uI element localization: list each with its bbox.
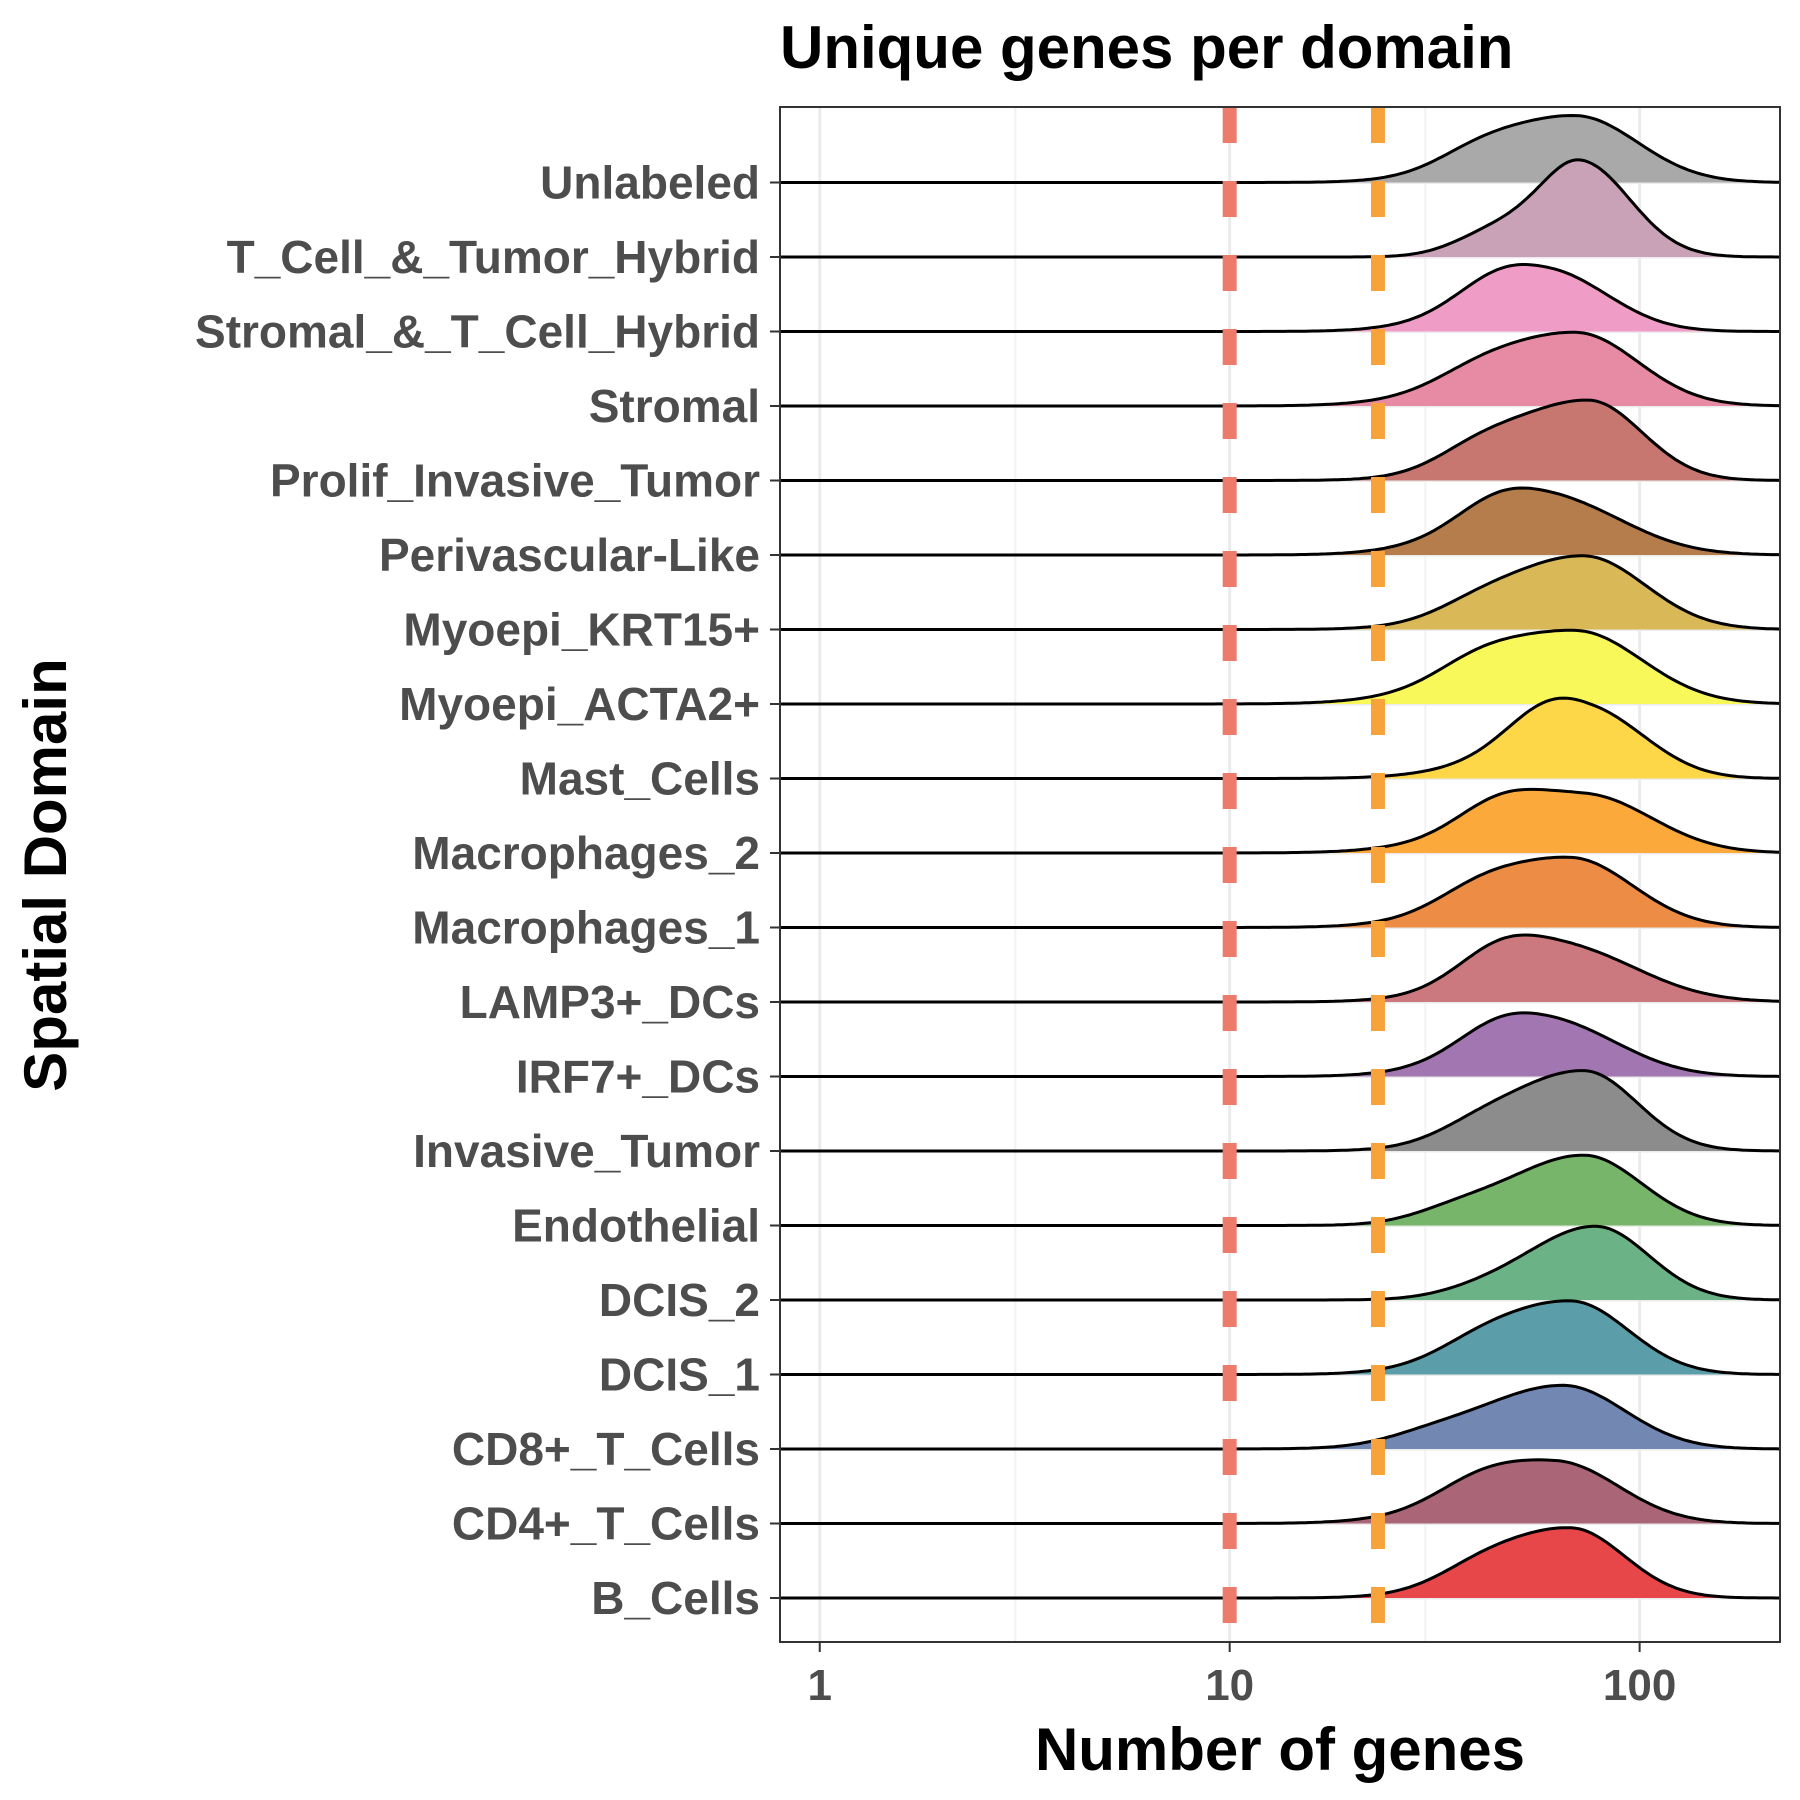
ridge-outline — [780, 855, 1781, 929]
y-axis-title: Spatial Domain — [12, 658, 79, 1091]
ridge-dcis-2 — [780, 1224, 1780, 1302]
ridge-fill — [780, 159, 1780, 257]
ridge-outline — [780, 1011, 1781, 1078]
ridge-cd8-t-cells — [780, 1383, 1781, 1451]
ridge-outline — [780, 787, 1781, 855]
x-axis-title: Number of genes — [1035, 1716, 1525, 1783]
ridge-t-cell-tumor-hybrid — [780, 158, 1780, 259]
ridge-b-cells — [780, 1526, 1780, 1600]
ridge-outline — [780, 1526, 1780, 1600]
ridge-myoepi-acta2- — [780, 628, 1781, 706]
ridge-macrophages-2 — [780, 787, 1781, 855]
y-tick-label: Perivascular-Like — [379, 529, 760, 581]
ridge-stromal — [780, 330, 1781, 408]
ridge-fill — [780, 115, 1780, 183]
plot-panel-border — [779, 106, 1781, 1643]
ridges — [780, 113, 1781, 1600]
ridge-fill — [780, 1527, 1780, 1598]
ridge-invasive-tumor — [780, 1069, 1780, 1153]
ridge-prolif-invasive-tumor — [780, 398, 1781, 482]
ridge-fill — [780, 1385, 1780, 1449]
x-axis: 1 10 100 — [807, 1642, 1676, 1710]
y-tick-label: Endothelial — [512, 1200, 760, 1252]
ridge-fill — [780, 935, 1780, 1002]
ridge-fill — [780, 1300, 1780, 1375]
y-tick-label: Macrophages_1 — [412, 902, 760, 954]
ridge-fill — [780, 1070, 1780, 1151]
ridge-outline — [780, 1069, 1780, 1153]
ridge-outline — [780, 158, 1780, 259]
ridge-outline — [780, 554, 1781, 631]
ridge-outline — [780, 1224, 1780, 1302]
reference-lines — [1222, 107, 1385, 1642]
y-tick-label: CD8+_T_Cells — [452, 1423, 760, 1475]
ridge-outline — [780, 113, 1780, 184]
ridge-fill — [780, 1012, 1780, 1077]
y-tick-label: Invasive_Tumor — [413, 1125, 760, 1177]
ridge-fill — [780, 1459, 1780, 1524]
ridge-fill — [780, 1155, 1780, 1226]
ridge-outline — [780, 263, 1780, 333]
ridge-fill — [780, 264, 1780, 332]
ridge-fill — [780, 332, 1780, 406]
ridge-dcis-1 — [780, 1299, 1780, 1376]
ridge-outline — [780, 933, 1781, 1004]
y-tick-label: Stromal_&_T_Cell_Hybrid — [195, 306, 760, 358]
y-tick-label: IRF7+_DCs — [516, 1051, 760, 1103]
ridge-unlabeled — [780, 113, 1780, 184]
ridge-fill — [780, 555, 1780, 630]
ridge-outline — [780, 696, 1780, 780]
ridge-outline — [780, 1299, 1780, 1376]
ridge-lamp3-dcs — [780, 933, 1781, 1004]
x-tick-label: 100 — [1603, 1661, 1676, 1710]
y-tick-label: CD4+_T_Cells — [452, 1498, 760, 1550]
ridge-fill — [780, 400, 1780, 481]
ridge-outline — [780, 1153, 1781, 1227]
y-tick-label: T_Cell_&_Tumor_Hybrid — [227, 231, 760, 283]
ridge-outline — [780, 486, 1781, 557]
x-tick-label: 1 — [807, 1661, 831, 1710]
ridge-irf7-dcs — [780, 1011, 1781, 1078]
ridge-stromal-t-cell-hybrid — [780, 263, 1780, 333]
y-tick-label: Mast_Cells — [520, 753, 760, 805]
ridge-fill — [780, 1226, 1780, 1300]
ridge-fill — [780, 857, 1780, 928]
ridge-cd4-t-cells — [780, 1458, 1780, 1525]
y-tick-label: B_Cells — [591, 1572, 760, 1624]
y-tick-label: DCIS_2 — [599, 1274, 760, 1326]
ridge-mast-cells — [780, 696, 1780, 780]
ridge-fill — [780, 488, 1780, 555]
y-tick-label: Unlabeled — [540, 157, 760, 209]
y-tick-label: Stromal — [589, 380, 760, 432]
ridge-outline — [780, 398, 1781, 482]
y-tick-label: Prolif_Invasive_Tumor — [270, 455, 760, 507]
ridge-perivascular-like — [780, 486, 1781, 557]
ridge-outline — [780, 330, 1781, 408]
ridge-myoepi-krt15- — [780, 554, 1781, 631]
ridge-outline — [780, 628, 1781, 706]
ridge-outline — [780, 1458, 1780, 1525]
x-tick-label: 10 — [1205, 1661, 1254, 1710]
chart-title: Unique genes per domain — [780, 14, 1513, 81]
y-tick-label: Myoepi_ACTA2+ — [399, 678, 760, 730]
ridge-macrophages-1 — [780, 855, 1781, 929]
ridge-fill — [780, 789, 1780, 853]
y-tick-label: DCIS_1 — [599, 1349, 760, 1401]
y-tick-label: LAMP3+_DCs — [460, 976, 760, 1028]
ridge-fill — [780, 698, 1780, 779]
ridge-endothelial — [780, 1153, 1781, 1227]
ridge-outline — [780, 1383, 1781, 1451]
ridge-fill — [780, 630, 1780, 704]
y-tick-label: Macrophages_2 — [412, 827, 760, 879]
y-tick-label: Myoepi_KRT15+ — [403, 604, 760, 656]
grid — [780, 107, 1780, 1642]
y-axis: B_Cells CD4+_T_Cells CD8+_T_Cells DCIS_1 DCI… — [195, 157, 780, 1624]
